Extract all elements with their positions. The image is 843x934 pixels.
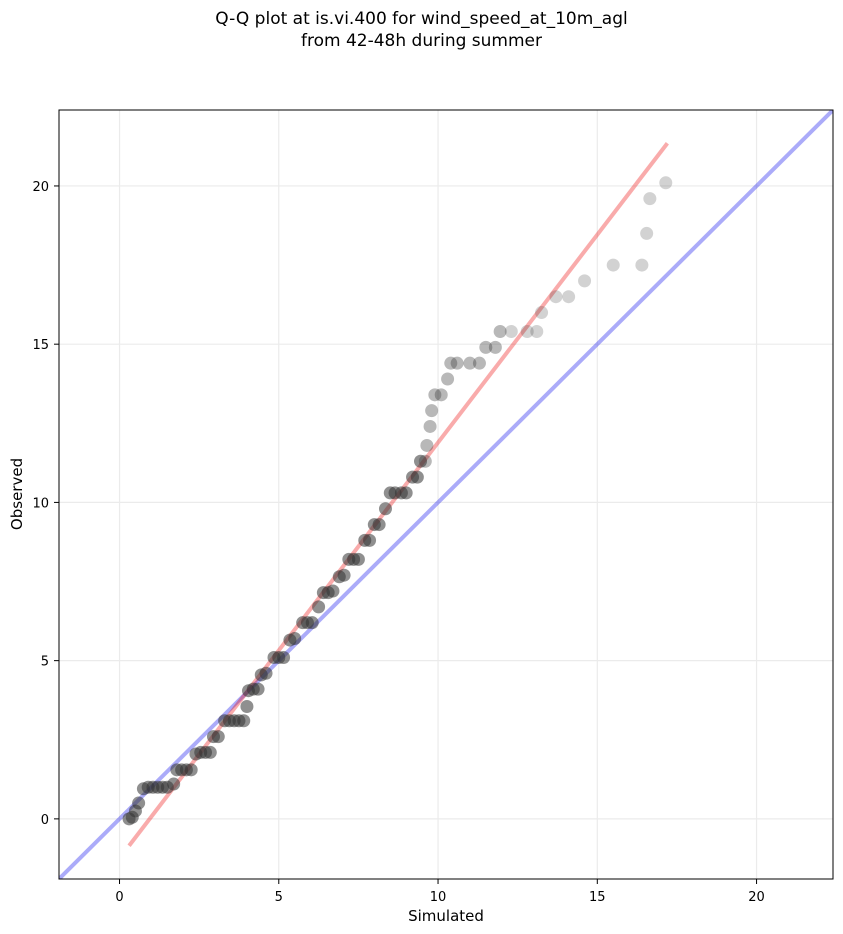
data-point-62 [420,438,434,452]
data-point-77 [530,325,544,339]
data-point-40 [312,600,326,614]
x-axis-label: Simulated [408,907,484,925]
chart-title-line-1: Q-Q plot at is.vi.400 for wind_speed_at_… [215,9,628,29]
data-point-61 [418,454,432,468]
data-point-20 [211,730,225,744]
data-point-68 [444,356,458,370]
x-tick-label-1: 5 [275,890,283,905]
y-tick-label-0: 0 [41,813,49,828]
y-tick-label-4: 20 [32,180,49,195]
data-point-82 [606,258,620,272]
data-point-36 [288,631,302,645]
data-point-14 [184,763,198,777]
identity-line [59,110,833,879]
data-point-78 [535,306,549,320]
data-point-65 [428,388,442,402]
data-point-75 [504,325,518,339]
y-tick-label-3: 15 [32,338,49,353]
data-point-60 [414,454,428,468]
data-points [122,176,673,826]
x-axis-ticks: 0 5 10 15 20 [115,879,765,905]
data-point-79 [549,290,563,304]
data-point-66 [434,388,448,402]
y-axis-label: Observed [8,458,26,530]
data-point-10 [167,777,181,791]
data-point-63 [423,419,437,433]
data-point-29 [251,682,265,696]
data-point-53 [378,502,392,516]
x-tick-label-0: 0 [115,890,123,905]
data-point-59 [410,470,424,484]
data-point-83 [635,258,649,272]
data-point-25 [237,714,251,728]
data-point-45 [337,568,351,582]
data-point-34 [277,650,291,664]
data-point-3 [132,796,146,810]
y-tick-label-2: 10 [32,496,49,511]
data-point-74 [493,325,507,339]
data-point-48 [351,552,365,566]
data-point-72 [479,340,493,354]
plot-frame [58,109,834,880]
data-point-71 [472,356,486,370]
data-point-39 [305,616,319,630]
data-point-81 [578,274,592,288]
data-point-86 [659,176,673,190]
x-tick-label-3: 15 [589,890,606,905]
data-point-50 [363,533,377,547]
data-point-52 [372,518,386,532]
y-tick-label-1: 5 [41,655,49,670]
data-point-31 [259,666,273,680]
data-point-43 [326,584,340,598]
data-point-67 [441,372,455,386]
data-point-84 [640,226,654,240]
data-point-73 [488,340,502,354]
data-point-85 [643,192,657,206]
data-point-70 [463,356,477,370]
x-tick-label-2: 10 [430,890,447,905]
data-point-57 [399,486,413,500]
data-point-64 [425,404,439,418]
x-tick-label-4: 20 [748,890,765,905]
data-point-18 [203,745,217,759]
data-point-80 [562,290,576,304]
y-axis-ticks: 0 5 10 15 20 [32,180,59,828]
data-point-76 [520,325,534,339]
data-point-69 [450,356,464,370]
chart-title: Q-Q plot at is.vi.400 for wind_speed_at_… [0,8,843,52]
grid-lines [59,110,833,879]
data-point-26 [240,700,254,714]
chart-title-line-2: from 42-48h during summer [301,31,542,51]
